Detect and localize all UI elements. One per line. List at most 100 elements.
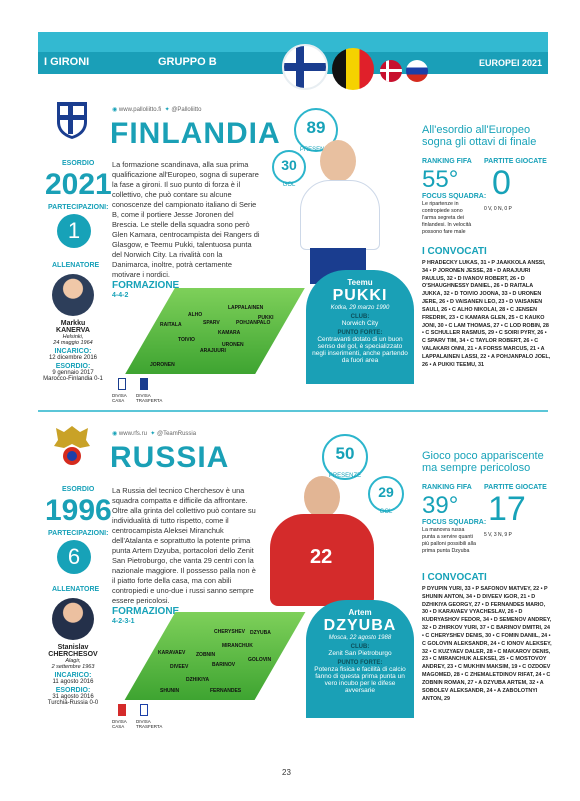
pitch-player: RAITALA: [160, 322, 182, 328]
tournament-label: EUROPEI 2021: [478, 58, 542, 68]
finland-divisa-trasferta: DIVISA TRASFERTA: [136, 393, 163, 403]
pitch-player: CHERYSHEV: [214, 629, 245, 635]
pitch-player: MIRANCHUK: [222, 643, 253, 649]
finland-partecipazioni: 1: [57, 214, 91, 248]
russia-gol-badge: 29 GOL: [368, 476, 404, 515]
pitch-player: LAPPALAINEN: [228, 305, 264, 311]
russia-convocati: P DYUPIN YURI, 33 • P SAFONOV MATVEY, 22…: [422, 586, 552, 702]
finland-description: La formazione scandinava, alla sua prima…: [112, 160, 260, 279]
finland-socials: ◉ www.palloliitto.fi ✦ @Palloliitto: [112, 106, 201, 113]
pitch-player: SHUNIN: [160, 688, 180, 694]
russia-partecipazioni: 6: [57, 540, 91, 574]
pitch-player: SPARV: [203, 320, 220, 326]
russia-partite-label: PARTITE GIOCATE: [484, 484, 547, 491]
group-label: GRUPPO B: [158, 56, 217, 68]
pitch-player: DZHIKIYA: [186, 677, 210, 683]
russia-site: www.rfs.ru: [118, 431, 147, 437]
russia-kit-home-icon: [118, 704, 126, 716]
section-divider: [38, 410, 548, 412]
finland-convocati-label: I CONVOCATI: [422, 246, 487, 257]
russia-partecipazioni-label: PARTECIPAZIONI:: [48, 530, 109, 537]
page-number: 23: [282, 768, 291, 777]
russia-partite: 17: [488, 490, 526, 528]
russia-divisa-casa: DIVISA CASA: [112, 719, 127, 729]
finland-gol-badge: 30 GOL: [272, 150, 306, 188]
twitter-icon: ✦: [164, 107, 170, 113]
russia-focus-label: FOCUS SQUADRA:: [422, 519, 487, 526]
russia-title: RUSSIA: [110, 441, 230, 474]
denmark-flag-icon: [380, 60, 402, 82]
finland-esordio-year: 2021: [45, 168, 112, 201]
russia-coach-info: Stanislav CHERCHESOV Alagir, 2 settembre…: [47, 644, 99, 706]
finland-flag-icon: [282, 44, 328, 90]
pitch-player: ZOBNIN: [196, 652, 216, 658]
globe-icon: ◉: [112, 431, 118, 437]
russia-divisa-trasferta: DIVISA TRASFERTA: [136, 719, 163, 729]
finland-title: FINLANDIA: [110, 117, 281, 150]
finland-player-card: Teemu PUKKI Kotka, 29 marzo 1990 CLUB: N…: [306, 270, 414, 384]
finland-partite: 0: [492, 164, 511, 202]
pitch-player: DIVEEV: [170, 664, 189, 670]
pitch-player: BARINOV: [212, 662, 236, 668]
pitch-player: GOLOVIN: [248, 657, 272, 663]
russia-esordio-year: 1996: [45, 494, 112, 527]
russia-formazione-label: FORMAZIONE: [112, 606, 180, 617]
header-strip: [38, 32, 548, 54]
finland-formazione: 4-4-2: [112, 292, 129, 299]
jersey-number-icon: 22: [310, 546, 333, 568]
russia-presenze-badge: 50 PRESENZE: [322, 434, 368, 480]
section-label: I GIRONI: [44, 56, 90, 68]
finland-focus: Le ripartenze in contropiede sono l'arma…: [422, 201, 472, 235]
twitter-icon: ✦: [150, 431, 156, 437]
finland-partite-label: PARTITE GIOCATE: [484, 158, 547, 165]
finland-twitter: @Palloliitto: [171, 107, 202, 113]
finland-convocati: P HRADECKY LUKAS, 31 • P JAAKKOLA ANSSI,…: [422, 260, 551, 368]
russia-formazione: 4-2-3-1: [112, 618, 135, 625]
pitch-player: POHJANPALO: [236, 320, 271, 326]
finland-focus-label: FOCUS SQUADRA:: [422, 193, 487, 200]
pitch-player: KAMARA: [218, 330, 241, 336]
pitch-player: ARAJUURI: [200, 348, 226, 354]
russia-coach-avatar: [52, 598, 94, 640]
russia-ranking-label: RANKING FIFA: [422, 484, 472, 491]
pitch-player: KARAVAEV: [158, 650, 186, 656]
finland-kit-home-icon: [118, 378, 126, 390]
russia-partite-detail: 5 V, 3 N, 9 P: [484, 532, 512, 538]
finland-partecipazioni-label: PARTECIPAZIONI:: [48, 204, 109, 211]
russia-socials: ◉ www.rfs.ru ✦ @TeamRussia: [112, 430, 196, 437]
pitch-player: ALHO: [188, 312, 203, 318]
russia-flag-icon: [406, 60, 428, 82]
finland-formazione-label: FORMAZIONE: [112, 280, 180, 291]
pitch-player: JORONEN: [150, 362, 175, 368]
finland-site: www.palloliitto.fi: [118, 107, 162, 113]
russia-headline: Gioco poco appariscente ma sempre perico…: [422, 450, 544, 474]
finland-ranking: 55°: [422, 166, 459, 193]
finland-coach-avatar: [52, 274, 94, 316]
russia-ranking: 39°: [422, 492, 459, 519]
pitch-player: URONEN: [222, 342, 244, 348]
pitch-player: FERNANDES: [210, 688, 242, 694]
russia-kit-away-icon: [140, 704, 148, 716]
finland-allenatore-label: ALLENATORE: [52, 262, 100, 269]
russia-allenatore-label: ALLENATORE: [52, 586, 100, 593]
pitch-player: PUKKI: [258, 315, 274, 321]
russia-focus: La manovra russa punta a servire quanti …: [422, 527, 476, 554]
russia-twitter: @TeamRussia: [156, 431, 197, 437]
finland-esordio-label: ESORDIO: [62, 160, 95, 167]
pitch-player: DZYUBA: [250, 630, 271, 636]
russia-description: La Russia del tecnico Cherchesov è una s…: [112, 486, 256, 605]
globe-icon: ◉: [112, 107, 118, 113]
russia-player-card: Artem DZYUBA Mosca, 22 agosto 1988 CLUB:…: [306, 600, 414, 718]
russia-player-photo: 22: [262, 470, 392, 620]
russia-convocati-label: I CONVOCATI: [422, 572, 487, 583]
russia-esordio-label: ESORDIO: [62, 486, 95, 493]
finland-crest-icon: [55, 100, 89, 140]
finland-ranking-label: RANKING FIFA: [422, 158, 472, 165]
russia-crest-icon: [52, 424, 92, 468]
finland-headline: All'esordio all'Europeo sogna gli ottavi…: [422, 124, 537, 148]
finland-divisa-casa: DIVISA CASA: [112, 393, 127, 403]
belgium-flag-icon: [332, 48, 374, 90]
pitch-player: TOIVIO: [178, 337, 195, 343]
finland-partite-detail: 0 V, 0 N, 0 P: [484, 206, 512, 212]
finland-kit-away-icon: [140, 378, 148, 390]
